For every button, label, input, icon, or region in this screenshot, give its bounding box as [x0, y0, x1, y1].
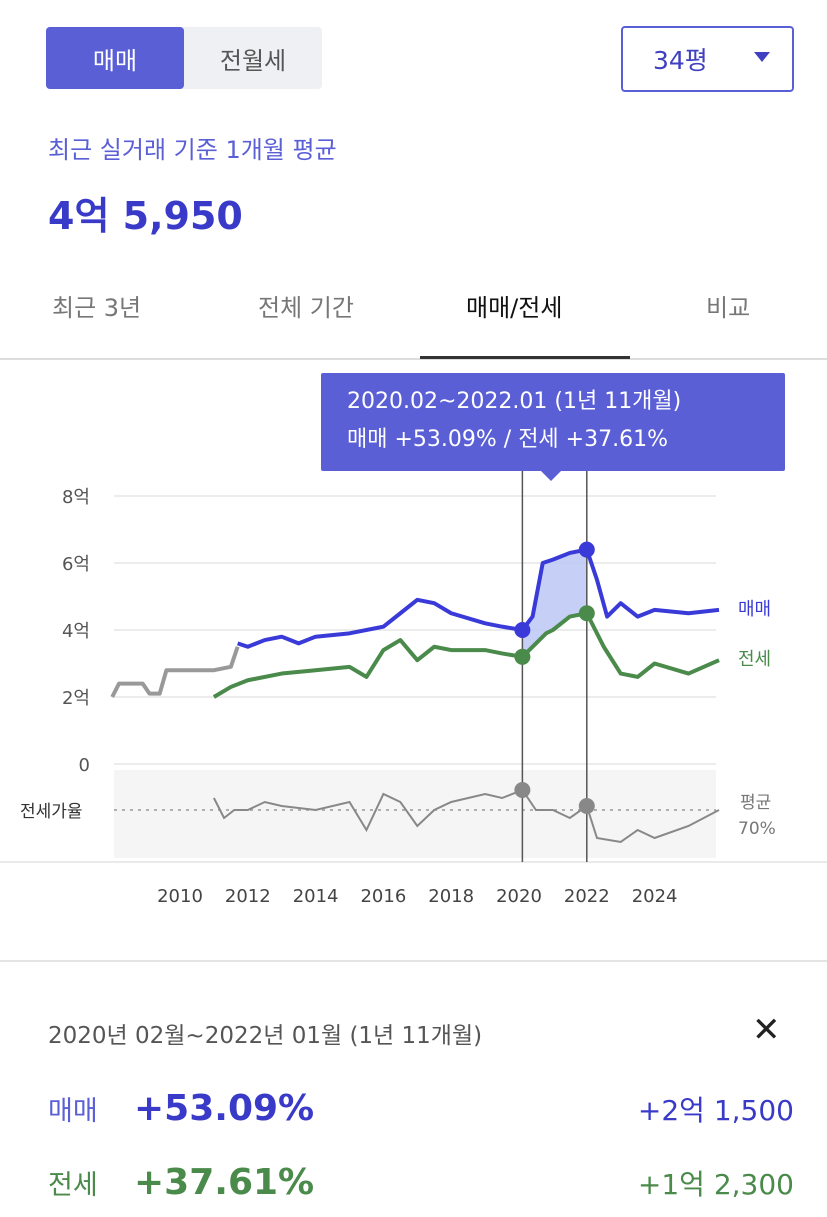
size-value: 34평 [653, 46, 708, 75]
trade-type-toggle: 매매 전월세 [46, 27, 322, 89]
x-tick-label: 2016 [360, 886, 406, 907]
y-tick-label: 2억 [62, 688, 90, 709]
sale-point [514, 622, 531, 638]
sale-pct: +53.09% [134, 1088, 315, 1129]
jeonse-amount: +1억 2,300 [637, 1167, 794, 1201]
y-tick-label: 4억 [62, 621, 90, 642]
size-select[interactable]: 34평 [621, 26, 794, 92]
sale-amount: +2억 1,500 [637, 1093, 794, 1127]
legend-jeonse: 전세 [738, 649, 771, 670]
series-line-전세 [212, 611, 720, 699]
jeonse-change-row: 전세 +37.61% +1억 2,300 [48, 1162, 794, 1203]
x-tick-label: 2024 [632, 886, 678, 907]
ratio-label: 전세가율 [20, 802, 83, 822]
y-tick-label: 0 [79, 755, 90, 776]
summary-price: 4억 5,950 [48, 194, 243, 238]
y-tick-label: 8억 [62, 487, 90, 508]
summary-label: 최근 실거래 기준 1개월 평균 [48, 136, 337, 164]
tooltip-range: 2020.02~2022.01 (1년 11개월) [347, 389, 682, 414]
legend-sale: 매매 [738, 599, 771, 620]
x-tick-label: 2010 [157, 886, 203, 907]
divider [0, 960, 827, 962]
period-tabs: 최근 3년 전체 기간 매매/전세 비교 [0, 270, 827, 360]
sale-change-row: 매매 +53.09% +2억 1,500 [48, 1088, 794, 1129]
ratio-panel-bg [114, 770, 716, 858]
tab-compare[interactable]: 비교 [706, 294, 751, 322]
tab-sale-jeonse[interactable]: 매매/전세 [466, 294, 563, 322]
selection-area [522, 549, 587, 657]
caret-down-icon [754, 52, 770, 62]
tab-all-period[interactable]: 전체 기간 [258, 294, 354, 322]
ratio-line [213, 788, 720, 844]
ratio-avg-label: 평균 [740, 793, 771, 813]
range-tooltip: 2020.02~2022.01 (1년 11개월) 매매 +53.09% / 전… [321, 373, 785, 481]
ratio-point [514, 782, 531, 798]
ratio-avg-value: 70% [738, 819, 776, 839]
price-chart[interactable]: 8억 6억 4억 2억 0 2010 2012 2014 2016 2018 2020 2022 202… [0, 0, 827, 960]
x-tick-label: 2014 [293, 886, 339, 907]
y-tick-label: 6억 [62, 554, 90, 575]
tab-recent-3y[interactable]: 최근 3년 [52, 294, 142, 322]
jeonse-point [514, 648, 531, 665]
x-tick-label: 2012 [225, 886, 271, 907]
toggle-rent[interactable]: 전월세 [219, 46, 287, 75]
x-tick-label: 2018 [428, 886, 474, 907]
active-tab-indicator [420, 356, 630, 359]
tooltip-change: 매매 +53.09% / 전세 +37.61% [347, 427, 668, 452]
close-icon[interactable]: ✕ [752, 1010, 781, 1050]
x-tick-label: 2022 [564, 886, 610, 907]
series-line-prior [110, 646, 240, 698]
ratio-point [578, 798, 595, 814]
x-tick-label: 2020 [496, 886, 542, 907]
jeonse-label: 전세 [48, 1170, 98, 1201]
toggle-sale[interactable]: 매매 [46, 27, 184, 89]
sale-point [578, 541, 595, 558]
detail-range: 2020년 02월~2022년 01월 (1년 11개월) [48, 1023, 483, 1049]
jeonse-pct: +37.61% [134, 1162, 315, 1203]
series-line-매매 [237, 547, 720, 649]
sale-label: 매매 [48, 1096, 98, 1127]
jeonse-point [578, 605, 595, 622]
